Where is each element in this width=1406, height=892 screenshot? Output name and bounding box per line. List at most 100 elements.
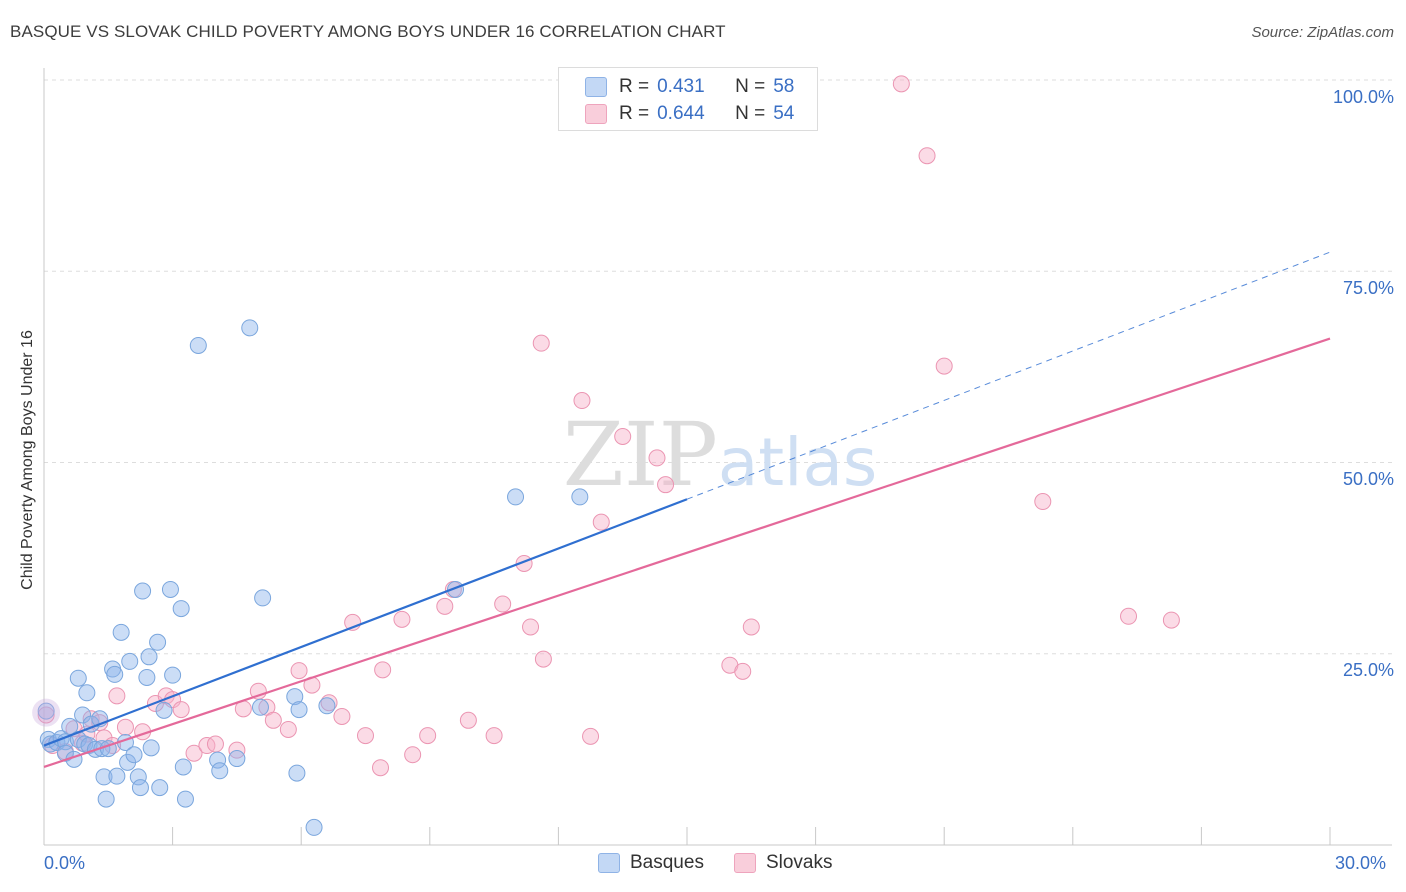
slovak-point (918, 147, 936, 165)
series-legend: Basques Slovaks (598, 852, 862, 874)
slovak-point (374, 661, 392, 679)
source-label: Source: ZipAtlas.com (1251, 24, 1394, 41)
legend-r-value: 0.431 (657, 76, 705, 97)
basque-point (32, 698, 61, 727)
basque-point (251, 698, 269, 716)
legend-item-basques: Basques (598, 852, 704, 874)
basque-point (56, 744, 74, 762)
basque-point (172, 600, 190, 618)
slovak-point (1034, 493, 1052, 511)
basque-point (97, 790, 115, 808)
slovak-point (494, 595, 512, 613)
basque-point (108, 767, 126, 785)
slovak-point (108, 687, 126, 705)
basque-point (61, 717, 79, 735)
legend-row-basques: R = 0.431 N = 58 (585, 76, 794, 98)
basque-point (112, 623, 130, 641)
basque-point (571, 488, 589, 506)
basque-point (211, 762, 229, 780)
basque-point (209, 751, 227, 769)
basque-point (305, 818, 323, 836)
slovak-point (522, 618, 540, 636)
slovak-point (404, 746, 422, 764)
x-tick-label: 0.0% (44, 853, 86, 873)
slovak-point (1120, 607, 1138, 625)
legend-swatch-basques (598, 853, 620, 873)
x-tick-label: 30.0% (1335, 853, 1387, 873)
basque-point (155, 701, 173, 719)
basque-point (288, 764, 306, 782)
basque-point (286, 688, 304, 706)
slovak-point (116, 718, 134, 736)
slovak-point (582, 727, 600, 745)
basque-trendline-extension (686, 251, 1331, 500)
basque-point (131, 779, 149, 797)
basque-point (228, 750, 246, 768)
basque-point (254, 589, 272, 607)
legend-n-label: N = (735, 103, 766, 124)
slovak-point (37, 706, 55, 724)
slovak-point (1162, 611, 1180, 629)
slovak-point (734, 662, 752, 680)
basque-point (37, 702, 55, 720)
slovak-point (357, 727, 374, 745)
slovak-point (198, 737, 216, 755)
basque-point (507, 488, 525, 506)
y-tick-label: 50.0% (1342, 469, 1394, 489)
slovak-point (393, 610, 411, 628)
slovak-point (372, 759, 390, 777)
basque-point (164, 666, 182, 684)
slovak-point (534, 650, 552, 668)
basque-point (151, 779, 169, 797)
y-tick-label: 75.0% (1342, 278, 1394, 298)
slovak-point (614, 427, 632, 445)
legend-item-slovaks: Slovaks (733, 852, 833, 874)
basque-point (125, 746, 143, 764)
slovak-point (279, 720, 297, 738)
legend-label-slovaks: Slovaks (765, 852, 833, 873)
correlation-legend: R = 0.431 N = 58 R = 0.644 N = 54 (558, 67, 818, 131)
basque-point (176, 790, 194, 808)
basque-point (318, 697, 336, 715)
chart-title: BASQUE VS SLOVAK CHILD POVERTY AMONG BOY… (10, 22, 726, 41)
legend-swatch-slovaks (733, 853, 756, 873)
slovak-point (206, 735, 224, 753)
legend-n-label: N = (735, 76, 766, 97)
basque-trendline (43, 498, 688, 747)
basque-point (161, 580, 179, 598)
basque-point (95, 768, 113, 786)
basque-point (174, 758, 192, 776)
legend-n-value: 54 (773, 103, 795, 124)
basque-point (121, 652, 139, 670)
basque-point (129, 768, 147, 786)
slovak-point (592, 513, 610, 531)
slovak-point (185, 744, 203, 762)
basque-point (142, 739, 160, 757)
legend-r-label: R = (619, 76, 650, 97)
basque-point (69, 669, 87, 687)
legend-r-label: R = (619, 103, 650, 124)
slovak-point (419, 727, 437, 745)
legend-row-slovaks: R = 0.644 N = 54 (585, 103, 794, 125)
basque-point (241, 319, 259, 337)
watermark: ZIPatlas (563, 403, 878, 506)
y-axis-label: Child Poverty Among Boys Under 16 (19, 330, 36, 590)
y-tick-label: 25.0% (1342, 660, 1394, 680)
basque-point (189, 336, 207, 354)
basque-point (138, 668, 156, 686)
legend-swatch-slovaks (585, 104, 607, 124)
y-tick-label: 100.0% (1332, 87, 1394, 107)
basque-point (149, 633, 167, 651)
basque-point (74, 706, 92, 724)
slovak-point (892, 75, 910, 93)
basque-point (290, 701, 308, 719)
basque-point (106, 665, 124, 683)
slovak-point (459, 711, 477, 729)
basque-point (134, 582, 152, 600)
legend-swatch-basques (585, 77, 607, 97)
basque-point (140, 648, 158, 666)
slovak-point (935, 357, 953, 375)
slovak-point (648, 449, 666, 467)
slovak-point (532, 334, 550, 352)
